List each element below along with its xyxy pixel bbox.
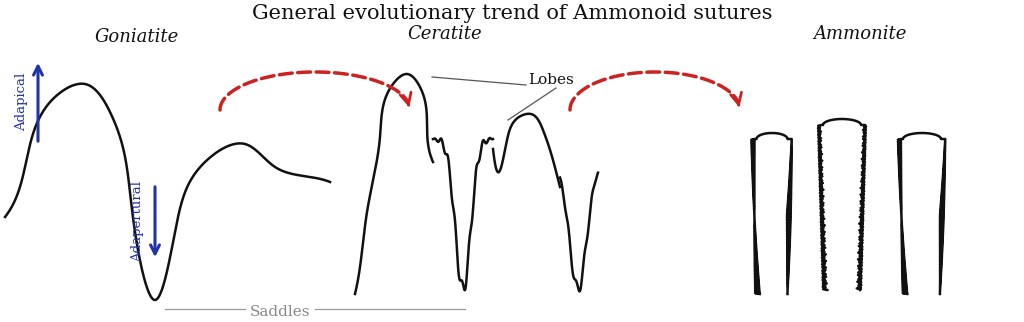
Text: Goniatite: Goniatite [95,28,179,46]
Text: Ammonite: Ammonite [813,25,906,43]
Text: Adapical: Adapical [15,73,29,131]
Text: General evolutionary trend of Ammonoid sutures: General evolutionary trend of Ammonoid s… [252,4,772,23]
Text: Ceratite: Ceratite [408,25,482,43]
Text: Saddles: Saddles [250,305,310,319]
Text: Adapertural: Adapertural [131,182,144,262]
Text: Lobes: Lobes [528,73,573,87]
